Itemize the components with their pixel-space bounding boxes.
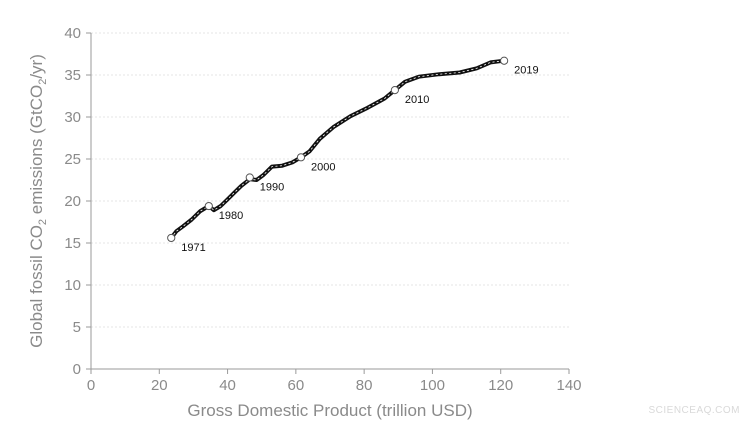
y-tick-label-35: 35 — [64, 67, 81, 84]
y-axis-title-part: emissions (GtCO — [27, 85, 46, 219]
y-axis-title-subscript: 2 — [37, 79, 49, 85]
y-axis-ticks: 0 5 10 15 20 25 30 35 40 — [64, 25, 91, 378]
y-axis-title-part: /yr) — [27, 54, 46, 79]
x-tick-label-80: 80 — [356, 377, 373, 394]
x-tick-label-40: 40 — [219, 377, 236, 394]
x-tick-label-100: 100 — [420, 377, 445, 394]
y-axis-title: Global fossil CO2 emissions (GtCO2/yr) — [27, 54, 49, 348]
year-label-2000: 2000 — [311, 161, 335, 173]
watermark-text: SCIENCEAQ.COM — [648, 405, 740, 416]
marker-2000 — [296, 153, 306, 162]
year-label-1980: 1980 — [219, 210, 243, 222]
y-tick-label-20: 20 — [64, 193, 81, 210]
gridlines — [91, 32, 569, 328]
marker-1990 — [245, 173, 254, 182]
y-tick-label-10: 10 — [64, 277, 81, 294]
y-tick-label-15: 15 — [64, 235, 81, 252]
y-axis-title-part: Global fossil CO — [27, 225, 46, 348]
year-markers: 1971 1980 1990 2000 2010 2019 — [167, 56, 539, 254]
y-tick-label-25: 25 — [64, 151, 81, 168]
year-label-1990: 1990 — [260, 181, 284, 193]
year-label-2019: 2019 — [514, 65, 538, 77]
x-tick-label-140: 140 — [556, 377, 581, 394]
x-tick-label-20: 20 — [151, 377, 168, 394]
marker-1980 — [204, 201, 213, 211]
x-tick-label-60: 60 — [288, 377, 305, 394]
y-tick-label-5: 5 — [73, 319, 81, 336]
x-axis-title: Gross Domestic Product (trillion USD) — [187, 401, 472, 420]
x-tick-label-0: 0 — [87, 377, 95, 394]
y-tick-label-0: 0 — [73, 361, 81, 378]
x-tick-label-120: 120 — [488, 377, 513, 394]
y-tick-label-40: 40 — [64, 25, 81, 42]
year-label-2010: 2010 — [405, 94, 429, 106]
axes — [90, 33, 569, 370]
x-axis-ticks: 0 20 40 60 80 100 120 140 — [87, 369, 582, 394]
marker-2019 — [500, 56, 509, 65]
marker-1971 — [167, 233, 176, 243]
year-label-1971: 1971 — [181, 242, 205, 254]
y-tick-label-30: 30 — [64, 109, 81, 126]
marker-2010 — [390, 86, 399, 95]
y-axis-title-subscript: 2 — [37, 219, 49, 225]
